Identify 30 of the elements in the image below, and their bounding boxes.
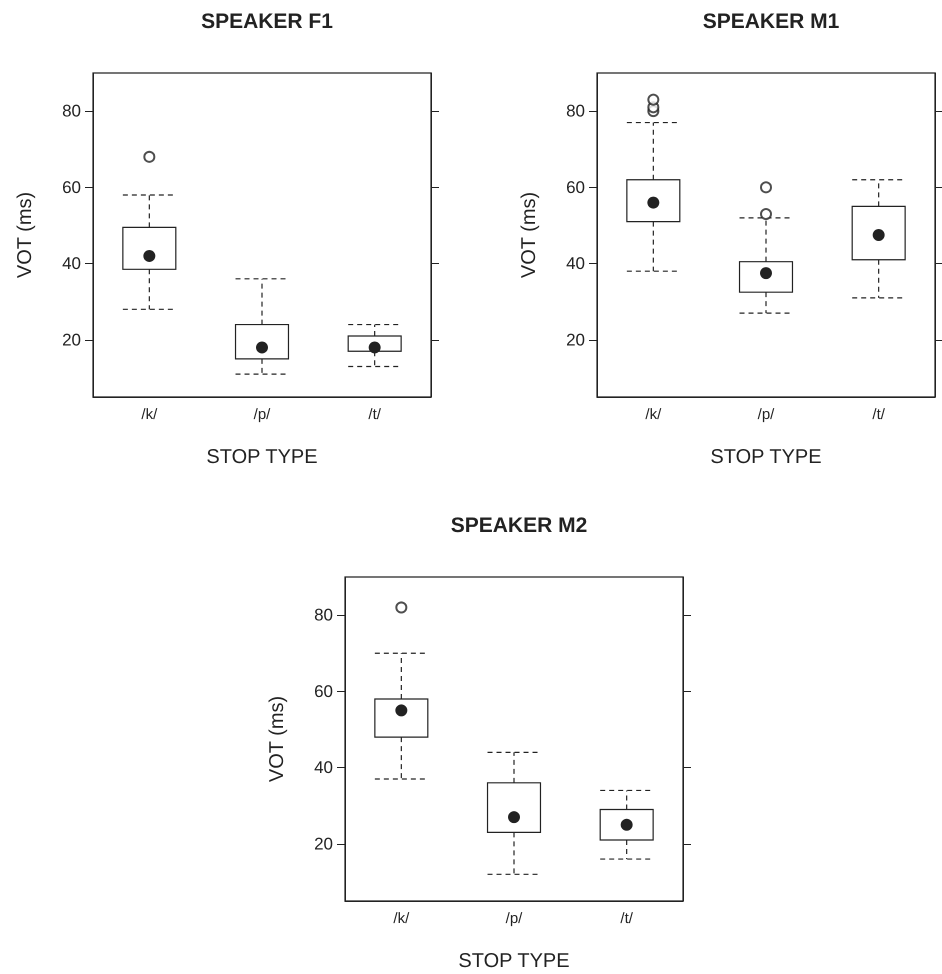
y-tick-label: 80 [62, 102, 81, 121]
y-tick-label: 20 [314, 834, 333, 854]
x-tick-label: /t/ [368, 406, 382, 423]
x-axis-title: STOP TYPE [710, 446, 822, 468]
y-tick-label: 60 [314, 682, 333, 701]
x-tick-label: /k/ [141, 406, 158, 423]
y-tick-label: 60 [566, 178, 585, 197]
chart-title: SPEAKER M2 [450, 514, 588, 537]
y-tick-label: 80 [314, 606, 333, 625]
x-tick-label: /t/ [620, 910, 634, 927]
y-axis-title: VOT (ms) [14, 192, 36, 278]
x-tick-label: /p/ [506, 910, 524, 927]
y-tick-label: 20 [62, 330, 81, 350]
x-tick-label: /k/ [645, 406, 662, 423]
y-tick-label: 40 [62, 254, 81, 274]
y-axis-title: VOT (ms) [266, 696, 288, 782]
x-tick-label: /k/ [393, 910, 410, 927]
x-axis-title: STOP TYPE [206, 446, 318, 468]
y-tick-label: 40 [566, 254, 585, 274]
chart-title: SPEAKER M1 [702, 10, 840, 33]
y-axis-title: VOT (ms) [518, 192, 540, 278]
x-axis-title: STOP TYPE [458, 950, 570, 972]
x-tick-label: /p/ [254, 406, 272, 423]
y-tick-label: 60 [62, 178, 81, 197]
x-tick-label: /p/ [758, 406, 776, 423]
y-tick-label: 40 [314, 758, 333, 778]
x-tick-label: /t/ [872, 406, 886, 423]
chart-title: SPEAKER F1 [201, 10, 334, 33]
y-tick-label: 20 [566, 330, 585, 350]
y-tick-label: 80 [566, 102, 585, 121]
